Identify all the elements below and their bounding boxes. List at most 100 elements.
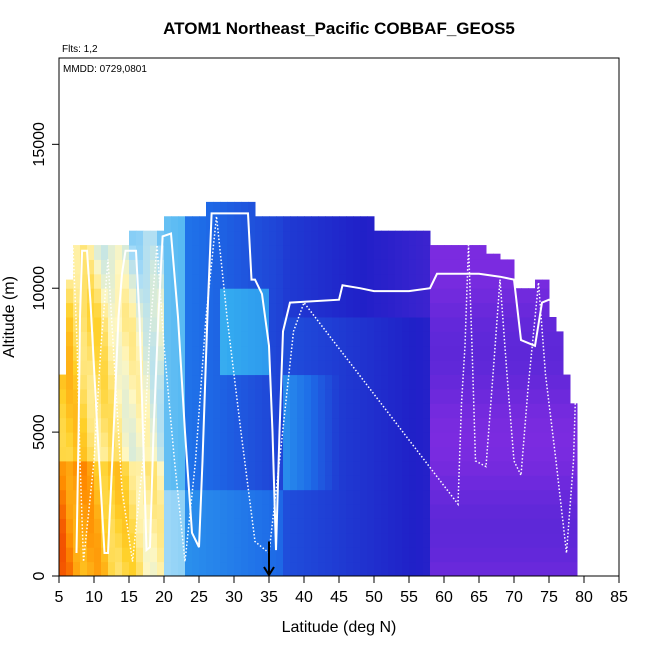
heatmap-cell — [59, 374, 67, 390]
heatmap-cell — [388, 532, 396, 548]
heatmap-cell — [213, 302, 221, 318]
heatmap-cell — [94, 331, 102, 347]
heatmap-cell — [206, 504, 214, 519]
heatmap-cell — [129, 460, 137, 476]
heatmap-cell — [549, 360, 557, 376]
heatmap-cell — [346, 216, 354, 232]
heatmap-cell — [108, 547, 116, 563]
heatmap-cell — [374, 245, 382, 260]
heatmap-cell — [374, 345, 382, 361]
heatmap-cell — [192, 475, 200, 491]
heatmap-cell — [248, 518, 256, 534]
heatmap-cell — [157, 403, 165, 419]
heatmap-cell — [332, 504, 340, 519]
heatmap-cell — [269, 317, 277, 332]
heatmap-cell — [500, 288, 508, 304]
heatmap-cell — [514, 403, 522, 419]
heatmap-cell — [339, 216, 347, 232]
heatmap-cell — [199, 374, 207, 390]
heatmap-cell — [486, 547, 494, 563]
heatmap-cell — [549, 547, 557, 563]
heatmap-cell — [290, 475, 298, 491]
heatmap-cell — [129, 446, 137, 462]
heatmap-cell — [388, 475, 396, 491]
heatmap-cell — [500, 475, 508, 491]
heatmap-cell — [199, 561, 207, 577]
heatmap-cell — [325, 532, 333, 548]
heatmap-cell — [535, 460, 543, 476]
heatmap-cell — [129, 360, 137, 376]
heatmap-cell — [472, 489, 480, 505]
heatmap-cell — [297, 446, 305, 462]
heatmap-cell — [325, 417, 333, 433]
heatmap-cell — [374, 547, 382, 563]
heatmap-cell — [94, 446, 102, 462]
heatmap-cell — [164, 417, 172, 433]
heatmap-cell — [381, 302, 389, 318]
heatmap-cell — [164, 216, 172, 232]
heatmap-cell — [367, 288, 375, 304]
heatmap-cell — [402, 302, 410, 318]
heatmap-cell — [59, 432, 67, 447]
heatmap-cell — [206, 216, 214, 232]
heatmap-cell — [213, 547, 221, 563]
heatmap-cell — [164, 374, 172, 390]
heatmap-cell — [290, 561, 298, 577]
heatmap-cell — [94, 460, 102, 476]
heatmap-cell — [346, 489, 354, 505]
heatmap-cell — [80, 245, 88, 260]
heatmap-cell — [395, 547, 403, 563]
heatmap-cell — [353, 374, 361, 390]
heatmap-cell — [108, 273, 116, 289]
heatmap-cell — [416, 388, 424, 404]
heatmap-cell — [297, 245, 305, 260]
heatmap-cell — [360, 432, 368, 447]
heatmap-cell — [332, 273, 340, 289]
heatmap-cell — [325, 432, 333, 447]
heatmap-cell — [374, 532, 382, 548]
heatmap-cell — [381, 345, 389, 361]
heatmap-cell — [346, 245, 354, 260]
heatmap-cell — [514, 360, 522, 376]
heatmap-cell — [143, 230, 151, 246]
heatmap-cell — [115, 432, 123, 447]
heatmap-cell — [360, 518, 368, 534]
heatmap-cell — [59, 489, 67, 505]
heatmap-cell — [514, 345, 522, 361]
heatmap-cell — [262, 403, 270, 419]
heatmap-cell — [535, 388, 543, 404]
heatmap-cell — [500, 518, 508, 534]
heatmap-cell — [353, 273, 361, 289]
heatmap-cell — [262, 360, 270, 376]
heatmap-cell — [297, 475, 305, 491]
heatmap-cell — [283, 504, 291, 519]
heatmap-cell — [234, 561, 242, 577]
heatmap-cell — [507, 360, 515, 376]
heatmap-cell — [339, 245, 347, 260]
heatmap-cell — [59, 388, 67, 404]
heatmap-cell — [234, 489, 242, 505]
heatmap-cell — [129, 504, 137, 519]
heatmap-cell — [269, 259, 277, 275]
x-tick-label: 70 — [505, 589, 523, 606]
heatmap-cell — [325, 518, 333, 534]
heatmap-cell — [101, 360, 109, 376]
heatmap-cell — [479, 288, 487, 304]
heatmap-cell — [395, 417, 403, 433]
heatmap-cell — [332, 403, 340, 419]
heatmap-cells — [59, 201, 578, 577]
heatmap-cell — [178, 216, 186, 232]
heatmap-cell — [234, 345, 242, 361]
heatmap-cell — [395, 288, 403, 304]
heatmap-cell — [430, 532, 438, 548]
heatmap-cell — [129, 417, 137, 433]
heatmap-cell — [164, 388, 172, 404]
heatmap-cell — [458, 547, 466, 563]
heatmap-cell — [444, 446, 452, 462]
heatmap-cell — [234, 547, 242, 563]
heatmap-cell — [178, 432, 186, 447]
heatmap-cell — [255, 475, 263, 491]
heatmap-cell — [171, 547, 179, 563]
heatmap-cell — [73, 302, 81, 318]
heatmap-cell — [220, 417, 228, 433]
